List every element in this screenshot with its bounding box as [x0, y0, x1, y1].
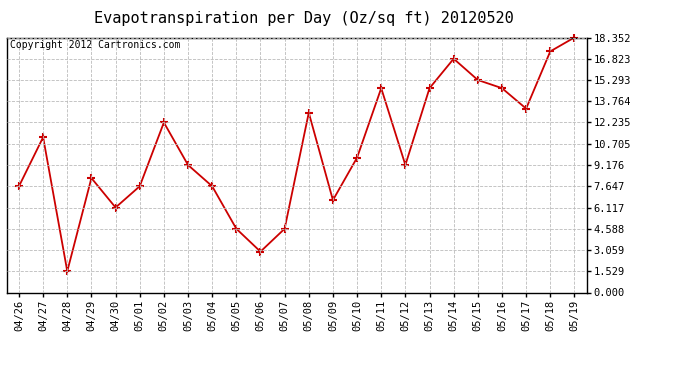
Text: Copyright 2012 Cartronics.com: Copyright 2012 Cartronics.com	[10, 40, 180, 50]
Text: Evapotranspiration per Day (Oz/sq ft) 20120520: Evapotranspiration per Day (Oz/sq ft) 20…	[94, 11, 513, 26]
